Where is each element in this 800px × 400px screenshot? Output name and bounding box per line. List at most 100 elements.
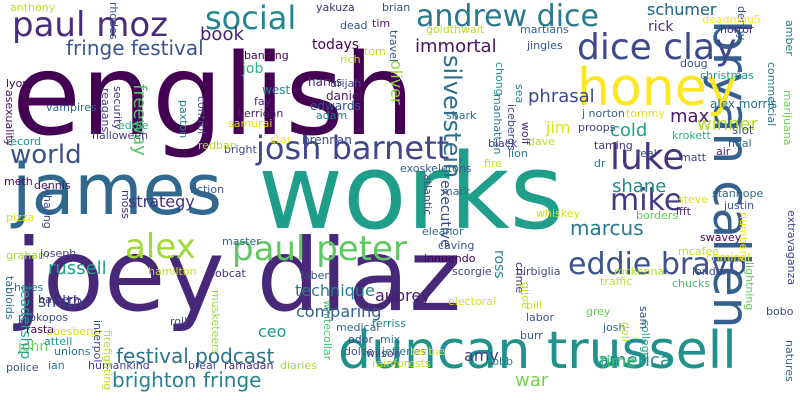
word-69: stanhope [712, 187, 764, 200]
word-135: icebergs [505, 104, 518, 151]
word-25: book [200, 24, 244, 45]
word-169: attell [44, 335, 73, 348]
word-23: max [670, 106, 710, 127]
word-188: gijoe [519, 282, 532, 309]
word-99: natures [783, 340, 796, 382]
word-32: ceo [258, 322, 287, 341]
word-31: smith [38, 292, 83, 311]
word-13: alex [125, 227, 196, 267]
word-111: shark [446, 109, 477, 122]
word-67: proops [578, 121, 616, 134]
word-103: tommy [626, 107, 665, 120]
word-113: caving [438, 239, 475, 252]
word-16: mike [610, 183, 683, 218]
word-159: fiction [190, 183, 225, 196]
word-47: jim [546, 118, 571, 137]
word-163: joseph [40, 247, 77, 260]
word-38: phrasal [528, 86, 595, 107]
word-8: dice clay [577, 27, 737, 68]
word-173: hamilton [148, 265, 197, 278]
word-136: wolf [519, 122, 532, 145]
word-22: shane [612, 176, 667, 197]
word-126: dead [340, 19, 368, 32]
word-151: anthony [10, 1, 56, 14]
word-139: urijah [330, 77, 362, 90]
word-18: brighton fringe [112, 368, 262, 392]
word-86: robb [488, 355, 513, 368]
word-143: star [270, 133, 292, 146]
word-153: asexuality [3, 90, 16, 147]
word-185: rainforests [372, 357, 431, 370]
word-119: chucks [672, 277, 711, 290]
word-155: halloween [92, 129, 149, 142]
word-37: immortal [415, 36, 497, 57]
word-130: martians [520, 23, 569, 36]
word-74: london [692, 265, 730, 278]
word-186: whitecollar [321, 300, 334, 361]
word-85: wilson [366, 347, 401, 360]
word-118: mckenna [614, 265, 665, 278]
word-30: strategy [128, 192, 195, 211]
word-33: america [598, 350, 671, 371]
word-96: lightning [743, 262, 756, 311]
word-122: exoskeletons [400, 162, 472, 175]
word-10: andrew dice [416, 0, 599, 34]
word-184: barbie [410, 345, 446, 358]
word-177: roll [170, 315, 188, 328]
word-61: fay [254, 95, 272, 108]
word-14: eddie bravo [568, 247, 747, 282]
word-87: burr [520, 329, 543, 342]
word-56: brennan [302, 133, 352, 147]
word-181: ferriss [372, 317, 407, 330]
word-1: works [258, 131, 564, 253]
word-75: mcafee [678, 245, 719, 258]
word-116: scorgie [452, 265, 492, 278]
word-0: english [12, 31, 415, 161]
word-125: tim [372, 17, 391, 30]
word-64: slot [732, 123, 754, 137]
word-6: honey [577, 58, 738, 118]
word-121: mark [442, 185, 471, 198]
word-90: josh [603, 321, 626, 334]
word-133: manhattan [491, 94, 504, 155]
word-176: firefighting [101, 330, 114, 391]
word-71: steve [678, 193, 709, 206]
word-57: dennis [34, 179, 71, 192]
word-144: redban [198, 139, 237, 152]
word-81: humankind [88, 359, 150, 372]
word-51: job [242, 61, 264, 77]
word-91: grey [586, 305, 611, 318]
word-160: moss [119, 190, 132, 219]
word-62: alex morris [710, 97, 778, 111]
word-59: lyon [6, 77, 30, 90]
word-49: john [18, 339, 49, 355]
word-183: jefferies [382, 345, 427, 358]
word-137: travel [387, 30, 400, 62]
word-84: diaries [280, 359, 317, 372]
word-145: samurai [228, 117, 273, 130]
word-140: adam [316, 109, 348, 122]
word-147: control [195, 96, 208, 135]
word-156: whaling [41, 186, 54, 229]
word-178: medical [336, 321, 380, 334]
word-157: pizza [6, 211, 35, 224]
word-73: matt [680, 151, 707, 164]
word-3: james [12, 149, 223, 231]
word-40: todays [312, 37, 360, 53]
word-2: joey diaz [15, 217, 462, 334]
word-34: time [600, 352, 637, 371]
word-106: dr [594, 157, 606, 170]
word-29: comparing [296, 302, 382, 321]
word-134: sea [513, 84, 526, 104]
word-27: russell [48, 258, 107, 279]
word-192: deadmau5 [702, 13, 761, 26]
word-167: prokopos [18, 311, 69, 324]
word-43: winner [697, 114, 759, 135]
word-36: amy [464, 346, 499, 365]
word-131: jingles [527, 39, 563, 52]
word-166: halpern [38, 293, 80, 306]
word-20: fringe festival [66, 36, 204, 60]
word-98: extravaganza [785, 210, 798, 286]
word-70: justin [724, 199, 755, 212]
